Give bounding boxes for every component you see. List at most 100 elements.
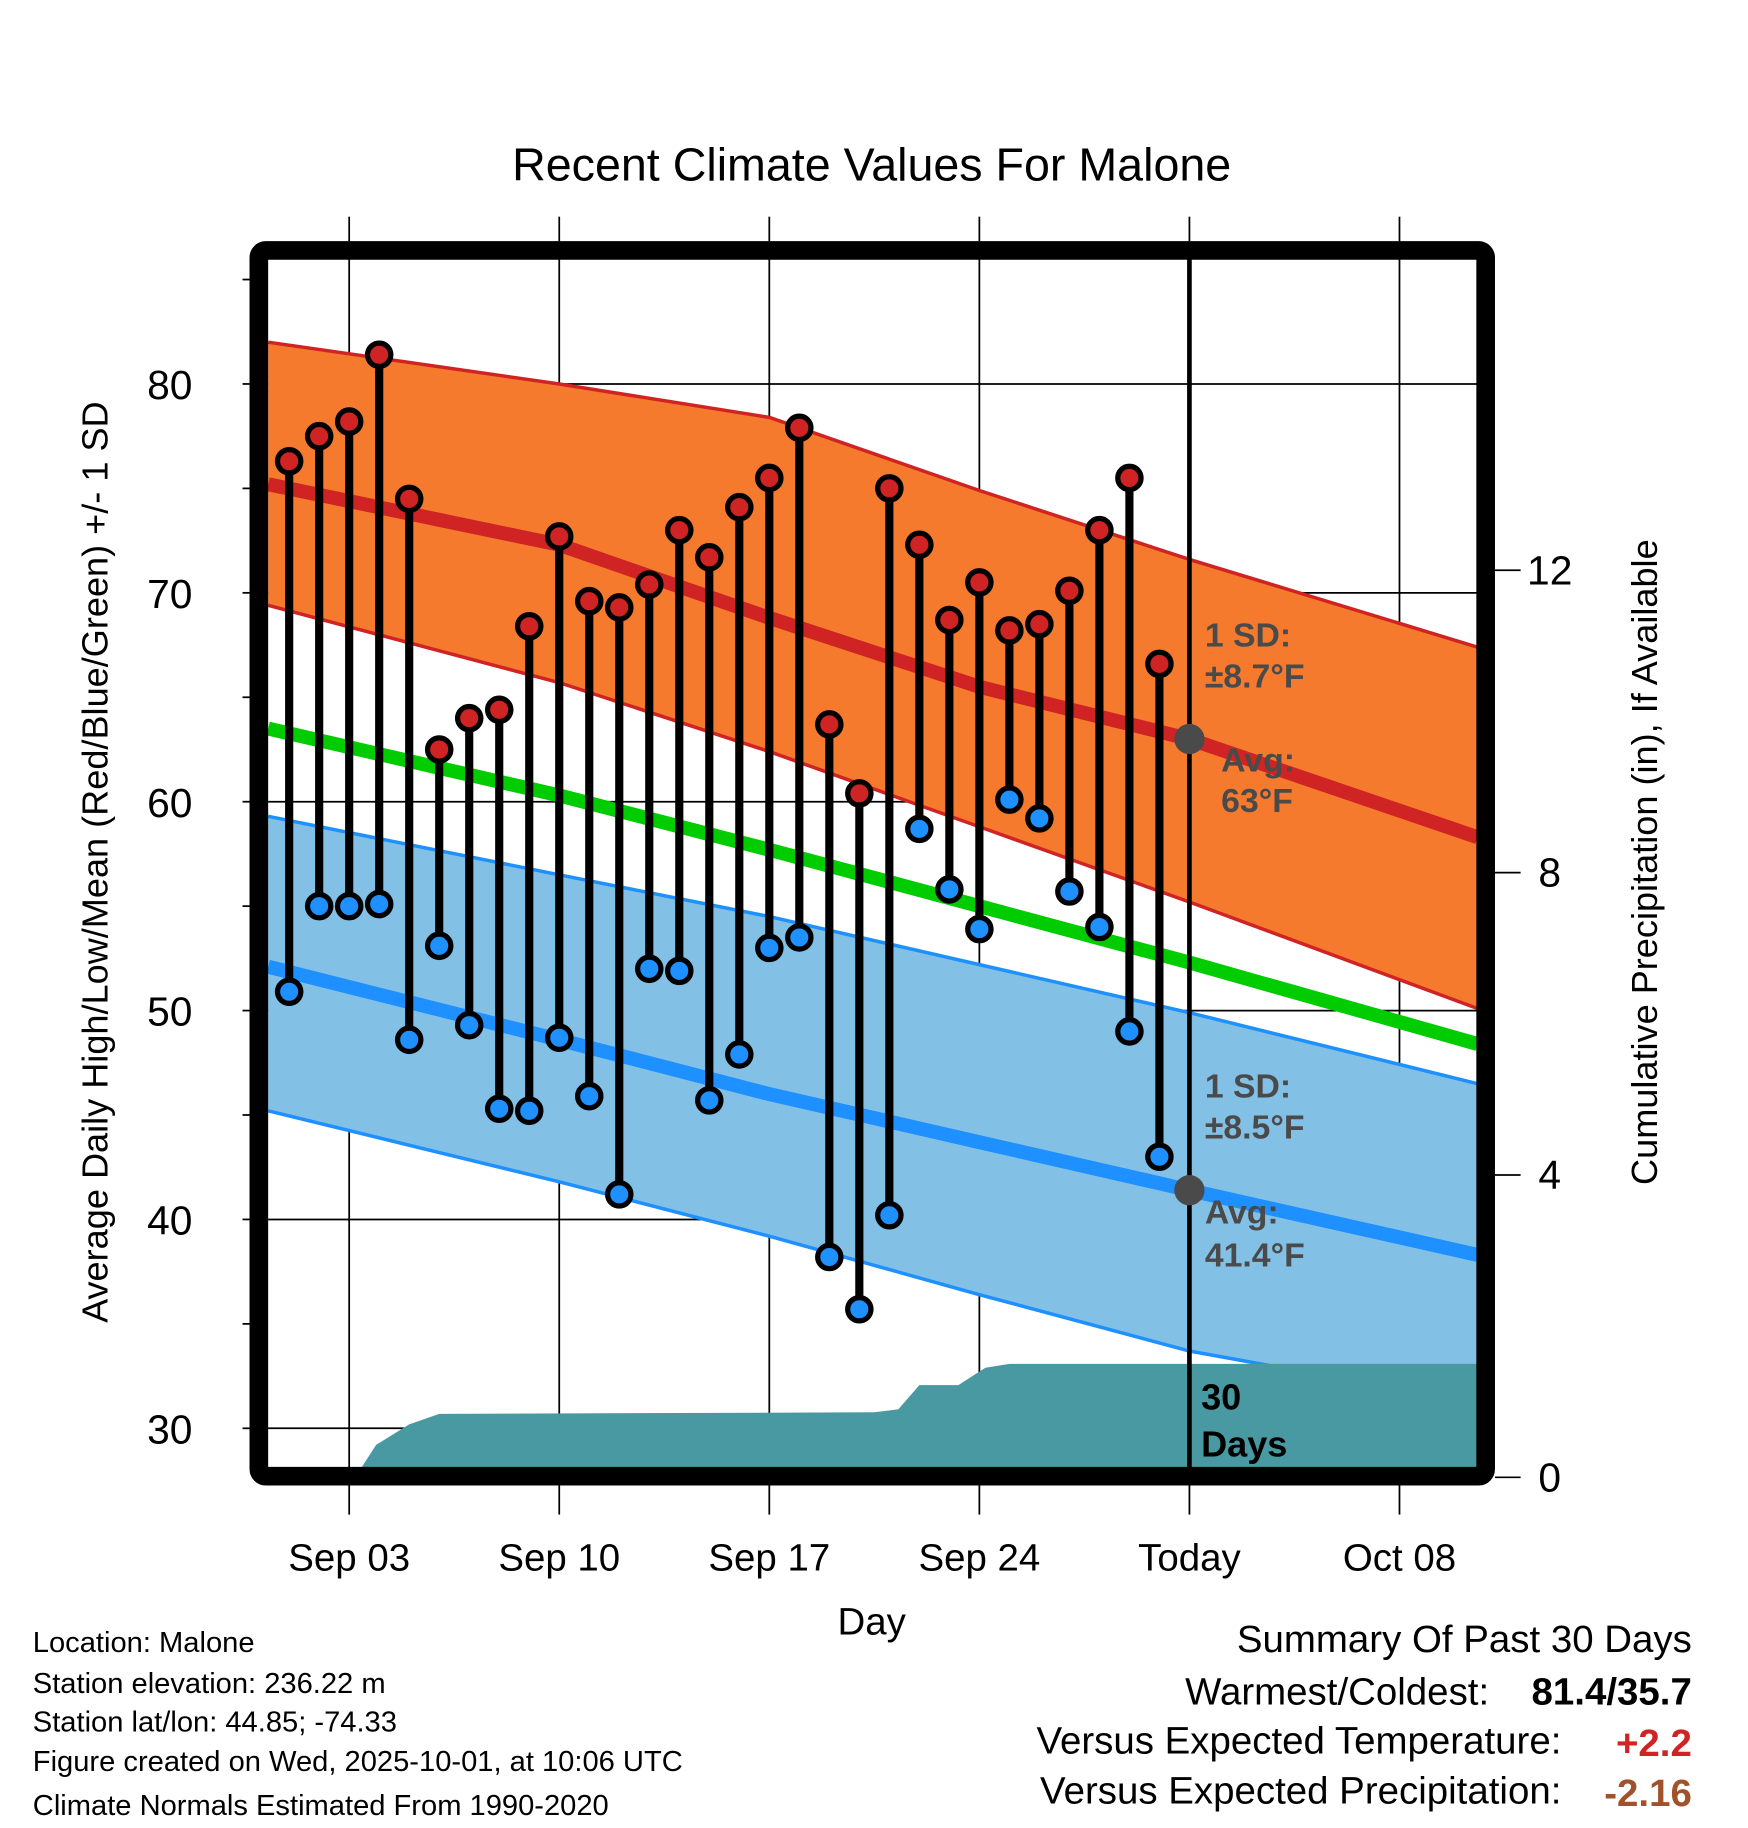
daily-high-point (334, 407, 364, 436)
daily-high-point (815, 710, 844, 739)
summary: Summary Of Past 30 Days Warmest/Coldest:… (1036, 1618, 1691, 1815)
footer-elevation: Station elevation: 236.22 m (33, 1668, 386, 1700)
daily-low-point (935, 875, 964, 904)
daily-low-point (394, 1025, 424, 1055)
daily-high-point (574, 586, 604, 616)
daily-high-point (725, 492, 754, 522)
daily-low-point (725, 1040, 754, 1069)
low-band-upper-line (267, 814, 1478, 1086)
footer-location: Location: Malone (33, 1627, 255, 1659)
x-tick-label: Oct 08 (1343, 1537, 1456, 1580)
daily-high-point (695, 543, 724, 572)
y2-axis-label: Cumulative Precipitation (in), If Availa… (1624, 539, 1665, 1185)
daily-high-point (604, 593, 634, 622)
low-sd-value: ±8.5°F (1205, 1108, 1305, 1146)
high-band-upper-line (267, 340, 1479, 649)
daily-low-point (1115, 1017, 1144, 1046)
daily-low-point (424, 931, 454, 961)
low-avg-label: Avg: (1205, 1193, 1279, 1231)
footer-info: Location: Malone Station elevation: 236.… (33, 1627, 683, 1822)
daily-high-point (364, 340, 394, 369)
chart-title: Recent Climate Values For Malone (512, 139, 1231, 191)
daily-low-point (334, 891, 364, 921)
y-axis-label: Average Daily High/Low/Mean (Red/Blue/Gr… (74, 401, 115, 1323)
daily-high-point (454, 703, 484, 733)
daily-high-point (484, 695, 514, 725)
high-sd-label: 1 SD: (1205, 617, 1291, 655)
normal-mean-line (266, 721, 1480, 1051)
summary-warmest-value: 81.4/35.7 (1532, 1671, 1692, 1714)
x-tick-label: Sep 03 (288, 1537, 410, 1580)
daily-low-point (364, 889, 394, 919)
y-tick-label: 50 (147, 989, 192, 1035)
daily-low-point (1055, 877, 1084, 906)
x-axis-label: Day (837, 1601, 906, 1644)
daily-low-point (695, 1086, 724, 1115)
today-low-avg-marker (1174, 1175, 1205, 1206)
daily-high-point (1145, 649, 1174, 679)
y-tick-label: 80 (147, 362, 192, 408)
summary-temp-value: +2.2 (1616, 1722, 1692, 1765)
daily-high-point (875, 474, 904, 503)
daily-high-point (274, 446, 304, 476)
daily-high-point (935, 605, 964, 635)
daily-high-point (905, 530, 934, 560)
plot-border (249, 241, 1495, 1486)
x-tick-label: Sep 17 (708, 1537, 830, 1580)
summary-warmest-label: Warmest/Coldest: (1185, 1671, 1489, 1714)
daily-low-point (274, 977, 304, 1007)
y2-tick-label: 0 (1538, 1454, 1561, 1500)
daily-low-point (965, 914, 994, 944)
daily-low-point (815, 1242, 844, 1272)
low-avg-value: 41.4°F (1205, 1236, 1305, 1274)
summary-precip-label: Versus Expected Precipitation: (1040, 1770, 1561, 1813)
plot-frame (249, 241, 1495, 1486)
daily-low-point (875, 1200, 904, 1230)
daily-high-point (514, 611, 544, 641)
daily-low-point (1145, 1142, 1174, 1172)
y-tick-label: 30 (147, 1406, 192, 1452)
normal-low-line (266, 959, 1480, 1262)
x-tick-label: Today (1138, 1537, 1241, 1580)
y-tick-label: 70 (147, 571, 192, 617)
daily-low-point (845, 1294, 874, 1324)
footer-normals: Climate Normals Estimated From 1990-2020 (33, 1790, 609, 1822)
daily-low-point (785, 923, 814, 952)
summary-title: Summary Of Past 30 Days (1237, 1618, 1692, 1661)
high-sd-band (268, 342, 1478, 1009)
daily-low-point (1085, 912, 1114, 942)
axes: 30 40 50 60 70 80 0 4 8 12 Sep 03 Sep 10 Sep 17 Sep 2… (147, 216, 1572, 1580)
daily-high-point (665, 515, 694, 545)
daily-low-point (905, 814, 934, 844)
footer-latlon: Station lat/lon: 44.85; -74.33 (33, 1706, 397, 1738)
high-avg-label: Avg: (1221, 741, 1295, 779)
daily-high-point (544, 522, 574, 551)
y-tick-label: 40 (147, 1198, 192, 1244)
daily-high-point (304, 421, 334, 451)
y2-tick-label: 8 (1538, 850, 1561, 896)
low-sd-label: 1 SD: (1205, 1067, 1291, 1105)
daily-low-point (544, 1023, 574, 1052)
daily-high-point (1025, 609, 1054, 639)
y-tick-label: 60 (147, 780, 192, 826)
summary-temp-label: Versus Expected Temperature: (1036, 1719, 1561, 1762)
y2-tick-label: 12 (1527, 547, 1572, 593)
daily-high-point (965, 568, 994, 597)
daily-high-point (845, 779, 874, 808)
daily-low-point (1025, 804, 1054, 833)
normal-high-line (266, 477, 1480, 844)
daily-high-point (995, 616, 1024, 645)
daily-high-point (634, 570, 664, 599)
daily-high-point (424, 735, 454, 764)
low-sd-band (268, 816, 1478, 1404)
daily-low-point (484, 1094, 514, 1124)
daily-high-point (1085, 515, 1114, 545)
footer-created: Figure created on Wed, 2025-10-01, at 10… (33, 1746, 683, 1778)
y2-tick-label: 4 (1538, 1152, 1561, 1198)
x-tick-label: Sep 10 (498, 1537, 620, 1580)
low-band-lower-line (267, 1109, 1478, 1405)
today-days-label-2: Days (1201, 1423, 1287, 1464)
precip-area (361, 1363, 1478, 1468)
daily-low-point (755, 933, 784, 963)
